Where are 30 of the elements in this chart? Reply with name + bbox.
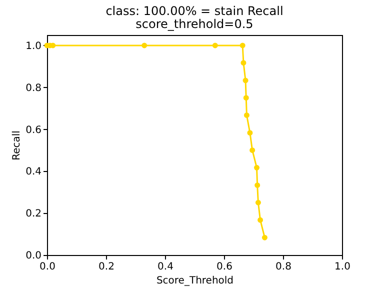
chart-title: class: 100.00% = stain Recall xyxy=(106,4,284,18)
x-tick-label: 1.0 xyxy=(334,262,350,272)
point xyxy=(242,78,248,84)
chart-subtitle: score_threhold=0.5 xyxy=(136,17,254,31)
y-tick-label: 0.8 xyxy=(26,82,42,94)
x-tick-label: 0.0 xyxy=(40,262,56,272)
point xyxy=(247,130,253,136)
point xyxy=(255,200,261,206)
x-axis-title: Score_Threhold xyxy=(156,276,234,286)
y-tick-label: 0.4 xyxy=(26,166,42,178)
y-tick-label: 0.0 xyxy=(26,250,42,262)
point xyxy=(244,112,250,118)
point xyxy=(254,182,260,188)
x-tick-label: 0.4 xyxy=(158,262,174,272)
x-tick-label: 0.8 xyxy=(276,262,292,272)
x-tick-label: 0.2 xyxy=(98,262,114,272)
y-tick-label: 0.2 xyxy=(26,208,42,220)
y-axis-title: Recall xyxy=(12,130,23,160)
point xyxy=(250,148,256,153)
point xyxy=(254,164,260,170)
point xyxy=(262,234,268,240)
point xyxy=(212,42,218,48)
y-tick-label: 0.6 xyxy=(26,124,42,136)
point xyxy=(142,42,148,48)
point xyxy=(258,217,264,223)
y-tick-label: 1.0 xyxy=(26,40,42,52)
point xyxy=(240,42,246,48)
point xyxy=(240,60,246,66)
x-tick-label: 0.6 xyxy=(216,262,232,272)
point xyxy=(243,95,249,101)
